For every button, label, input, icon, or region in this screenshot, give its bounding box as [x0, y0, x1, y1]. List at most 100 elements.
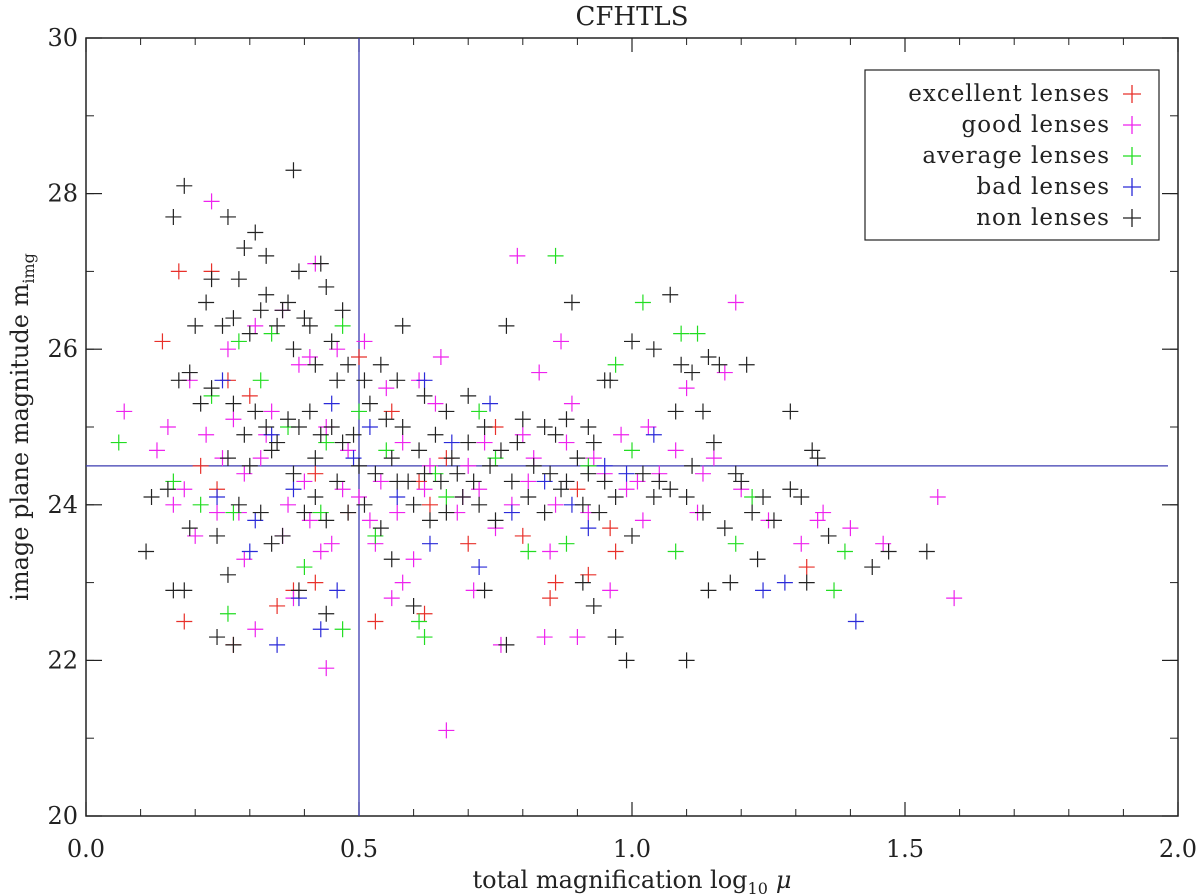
- x-tick-label: 1.0: [613, 835, 651, 863]
- legend-marker: [1123, 178, 1141, 196]
- data-point: [694, 403, 711, 420]
- data-point: [542, 590, 559, 607]
- data-point: [378, 411, 395, 428]
- data-point: [574, 574, 591, 591]
- legend-marker: [1123, 116, 1141, 134]
- data-point: [711, 356, 728, 373]
- data-point: [602, 520, 619, 537]
- data-point: [482, 395, 499, 412]
- data-point: [312, 255, 329, 272]
- data-point: [460, 434, 477, 451]
- x-tick-label: 0.5: [340, 835, 378, 863]
- data-point: [542, 543, 559, 560]
- data-point: [225, 395, 242, 412]
- data-point: [170, 372, 187, 389]
- data-point: [700, 582, 717, 599]
- legend-label: excellent lenses: [908, 81, 1110, 107]
- data-point: [465, 473, 482, 490]
- legend-marker: [1123, 147, 1141, 165]
- data-point: [536, 419, 553, 435]
- data-point: [765, 512, 782, 529]
- data-point: [536, 629, 553, 646]
- data-point: [482, 457, 499, 474]
- data-point: [230, 333, 247, 350]
- data-point: [318, 278, 335, 295]
- data-point: [214, 372, 231, 389]
- data-point: [591, 504, 608, 521]
- data-point: [776, 574, 793, 591]
- data-point: [438, 504, 455, 521]
- data-point: [607, 543, 624, 560]
- data-point: [607, 356, 624, 373]
- data-point: [378, 380, 395, 397]
- data-point: [367, 613, 384, 630]
- data-point: [744, 504, 761, 521]
- data-point: [269, 317, 286, 334]
- data-point: [798, 574, 815, 591]
- data-point: [116, 403, 133, 420]
- x-tick-label: 2.0: [1159, 835, 1197, 863]
- data-point: [618, 465, 635, 482]
- data-point: [531, 364, 548, 381]
- data-point: [416, 465, 433, 482]
- data-point: [219, 450, 236, 467]
- data-point: [826, 582, 843, 599]
- data-point: [667, 403, 684, 420]
- data-point: [187, 317, 204, 334]
- data-point: [580, 419, 597, 435]
- data-points: [110, 162, 963, 739]
- data-point: [236, 426, 253, 443]
- data-point: [569, 481, 586, 498]
- data-point: [432, 348, 449, 365]
- data-point: [929, 489, 946, 506]
- data-point: [307, 574, 324, 591]
- data-point: [296, 473, 313, 490]
- data-point: [252, 302, 269, 319]
- data-point: [509, 434, 526, 451]
- data-point: [209, 629, 226, 646]
- data-point: [503, 504, 520, 521]
- data-point: [438, 403, 455, 420]
- data-point: [138, 543, 155, 560]
- plot-area: [85, 37, 1179, 817]
- data-point: [558, 535, 575, 552]
- data-point: [416, 387, 433, 404]
- data-point: [613, 426, 630, 443]
- data-point: [323, 535, 340, 552]
- data-point: [296, 310, 313, 327]
- data-point: [820, 527, 837, 544]
- data-point: [673, 325, 690, 342]
- data-point: [405, 496, 422, 513]
- data-point: [547, 574, 564, 591]
- legend-label: non lenses: [976, 205, 1110, 231]
- data-point: [247, 621, 264, 638]
- data-point: [416, 629, 433, 646]
- data-point: [241, 543, 258, 560]
- data-point: [514, 527, 531, 544]
- data-point: [230, 271, 247, 288]
- data-point: [836, 543, 853, 560]
- data-point: [400, 473, 417, 490]
- data-point: [372, 356, 389, 373]
- data-point: [847, 613, 864, 630]
- data-point: [443, 450, 460, 467]
- data-point: [312, 543, 329, 560]
- legend: excellent lenses good lenses average lense…: [864, 69, 1160, 241]
- data-point: [918, 543, 935, 560]
- data-point: [946, 590, 963, 607]
- legend-box: [864, 69, 1160, 241]
- y-tick-label: 24: [47, 491, 78, 519]
- data-point: [624, 333, 640, 350]
- y-tick-label: 26: [47, 335, 78, 363]
- y-tick-label: 28: [47, 180, 78, 208]
- data-point: [159, 481, 176, 498]
- data-point: [394, 574, 411, 591]
- data-point: [334, 621, 351, 638]
- data-point: [307, 489, 324, 506]
- data-point: [624, 442, 640, 459]
- data-point: [383, 450, 400, 467]
- legend-label: average lenses: [922, 143, 1110, 169]
- data-point: [678, 652, 695, 669]
- data-point: [176, 613, 193, 630]
- data-point: [247, 403, 264, 420]
